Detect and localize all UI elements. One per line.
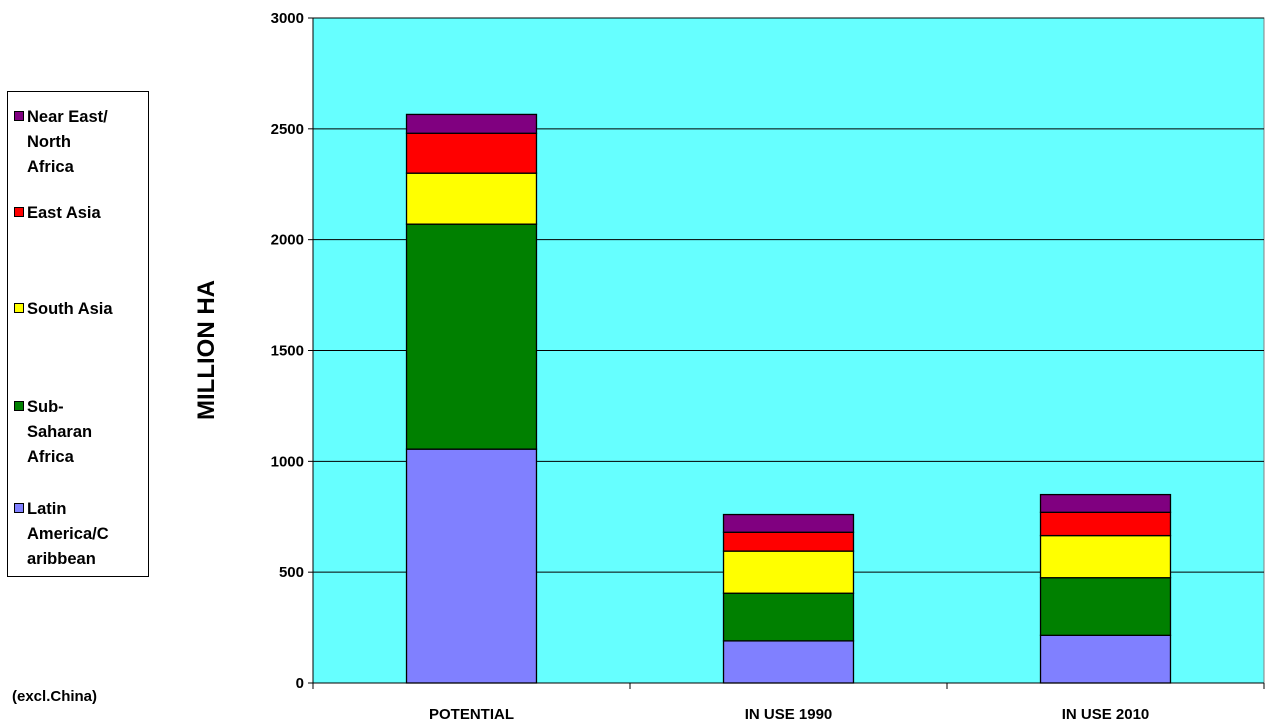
bar-segment-1-2	[722, 550, 855, 594]
y-tick-label: 0	[296, 675, 304, 692]
bar-segment-1-3	[722, 531, 855, 552]
legend-swatch	[14, 401, 24, 411]
bar-segment-1-4	[722, 513, 855, 533]
y-tick-label: 1000	[271, 453, 304, 470]
bar-segment-0-2	[405, 172, 538, 225]
y-tick-label: 3000	[271, 10, 304, 27]
legend-label: Sub- Saharan Africa	[27, 398, 93, 466]
axes	[308, 17, 1265, 689]
legend-item-sub-saharan-africa: Sub- Saharan Africa	[14, 395, 148, 470]
legend-item-south-asia: South Asia	[14, 297, 148, 322]
legend-label: Near East/ North Africa	[27, 108, 108, 176]
bar-segment-0-1	[405, 223, 538, 450]
bar-segment-0-0	[405, 448, 538, 684]
bar-segment-2-4	[1039, 493, 1172, 513]
footnote: (excl.China)	[12, 688, 98, 705]
legend-swatch	[14, 503, 24, 513]
legend: Near East/ North Africa East Asia South …	[7, 91, 149, 577]
legend-swatch	[14, 111, 24, 121]
legend-swatch	[14, 303, 24, 313]
legend-item-latin-america-caribbean: Latin America/C aribbean	[14, 497, 148, 572]
y-tick-label: 2000	[271, 232, 304, 249]
bar-segment-2-3	[1039, 511, 1172, 537]
bars	[405, 113, 1172, 684]
legend-label: South Asia	[27, 300, 113, 318]
y-tick-label: 1500	[271, 343, 304, 360]
x-tick-labels: POTENTIAL IN USE 1990 IN USE 2010	[429, 706, 1149, 723]
y-tick-label: 500	[279, 564, 304, 581]
x-tick-label: IN USE 1990	[745, 706, 833, 723]
legend-swatch	[14, 207, 24, 217]
bar-segment-1-1	[722, 592, 855, 642]
x-tick-label: POTENTIAL	[429, 706, 514, 723]
bar-segment-2-1	[1039, 577, 1172, 636]
legend-label: Latin America/C aribbean	[27, 500, 109, 568]
bar-segment-1-0	[722, 640, 855, 684]
legend-item-near-east-north-africa: Near East/ North Africa	[14, 105, 148, 180]
x-tick-label: IN USE 2010	[1062, 706, 1150, 723]
bar-segment-0-4	[405, 113, 538, 134]
legend-item-east-asia: East Asia	[14, 201, 148, 226]
y-tick-label: 2500	[271, 121, 304, 138]
y-axis-label: MILLION HA	[193, 280, 220, 420]
bar-segment-2-2	[1039, 534, 1172, 579]
legend-label: East Asia	[27, 204, 101, 222]
y-tick-labels: 0 500 1000 1500 2000 2500 3000	[271, 10, 304, 692]
bar-segment-0-3	[405, 132, 538, 174]
bar-segment-2-0	[1039, 634, 1172, 684]
